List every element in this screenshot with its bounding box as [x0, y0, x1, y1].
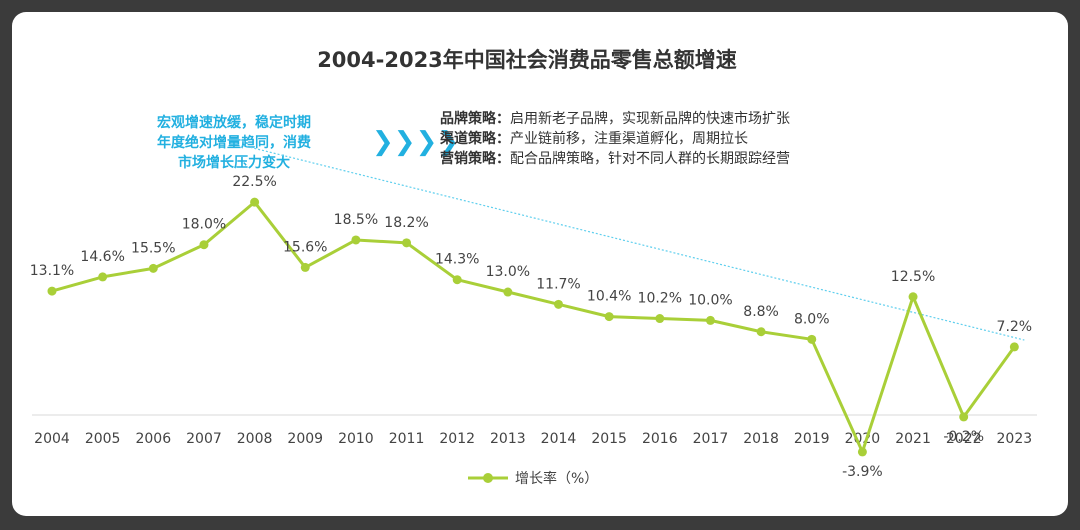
strategy-brand-text: 启用新老子品牌，实现新品牌的快速市场扩张: [510, 110, 790, 127]
x-tick-label: 2016: [642, 431, 678, 447]
x-tick-label: 2023: [997, 431, 1033, 447]
data-point: [503, 288, 512, 297]
legend-marker-icon: [483, 473, 493, 483]
x-tick-label: 2013: [490, 431, 526, 447]
data-label: 11.7%: [536, 276, 580, 292]
strategy-block: 品牌策略：启用新老子品牌，实现新品牌的快速市场扩张 渠道策略：产业链前移，注重渠…: [439, 110, 790, 167]
strategy-marketing: 营销策略：配合品牌策略，针对不同人群的长期跟踪经营: [440, 150, 790, 167]
data-point: [959, 412, 968, 421]
data-point: [757, 327, 766, 336]
x-tick-label: 2018: [743, 431, 779, 447]
strategy-brand: 品牌策略：启用新老子品牌，实现新品牌的快速市场扩张: [440, 110, 790, 127]
x-tick-label: 2015: [591, 431, 627, 447]
callout-line-2: 年度绝对增量趋同，消费: [157, 134, 311, 151]
chart-panel: 2004-2023年中国社会消费品零售总额增速 宏观增速放缓，稳定时期 年度绝对…: [12, 12, 1068, 516]
data-point: [149, 264, 158, 273]
data-label: 8.8%: [743, 304, 779, 320]
x-tick-label: 2020: [845, 431, 881, 447]
x-tick-label: 2007: [186, 431, 222, 447]
x-tick-label: 2011: [389, 431, 425, 447]
strategy-marketing-label: 营销策略：: [440, 150, 510, 167]
x-tick-label: 2014: [541, 431, 577, 447]
data-point: [909, 292, 918, 301]
data-point: [605, 312, 614, 321]
data-label: 10.0%: [688, 292, 732, 308]
x-tick-label: 2019: [794, 431, 830, 447]
data-label: 8.0%: [794, 311, 830, 327]
data-label: 18.5%: [334, 212, 378, 228]
series-line-group: [48, 198, 1019, 457]
data-point: [706, 316, 715, 325]
x-tick-label: 2017: [693, 431, 729, 447]
x-tick-label: 2009: [287, 431, 323, 447]
data-label: 10.2%: [638, 291, 682, 307]
data-label: -0.2%: [943, 429, 984, 445]
data-point: [453, 275, 462, 284]
data-label: -3.9%: [842, 464, 883, 480]
x-tick-label: 2010: [338, 431, 374, 447]
x-tick-label: 2012: [439, 431, 475, 447]
strategy-channel-label: 渠道策略：: [439, 130, 510, 147]
data-label: 14.3%: [435, 252, 479, 268]
x-tick-label: 2004: [34, 431, 70, 447]
callout-line-3: 市场增长压力变大: [178, 154, 290, 171]
data-label: 7.2%: [997, 319, 1033, 335]
data-point: [48, 287, 57, 296]
strategy-brand-label: 品牌策略：: [440, 110, 510, 127]
data-point: [858, 447, 867, 456]
data-label: 15.5%: [131, 240, 175, 256]
data-point: [351, 235, 360, 244]
data-label: 13.0%: [486, 264, 530, 280]
data-point: [807, 335, 816, 344]
chart-title: 2004-2023年中国社会消费品零售总额增速: [317, 48, 737, 72]
data-point: [98, 272, 107, 281]
data-point: [655, 314, 664, 323]
data-point: [402, 238, 411, 247]
strategy-channel-text: 产业链前移，注重渠道孵化，周期拉长: [510, 130, 748, 147]
data-label: 18.2%: [384, 215, 428, 231]
data-label: 13.1%: [30, 263, 74, 279]
data-point: [301, 263, 310, 272]
x-tick-label: 2005: [85, 431, 121, 447]
data-label: 12.5%: [891, 269, 935, 285]
callout-block: 宏观增速放缓，稳定时期 年度绝对增量趋同，消费 市场增长压力变大: [157, 114, 311, 171]
strategy-marketing-text: 配合品牌策略，针对不同人群的长期跟踪经营: [510, 150, 790, 167]
x-tick-label: 2006: [135, 431, 171, 447]
data-point: [554, 300, 563, 309]
data-point: [1010, 342, 1019, 351]
strategy-channel: 渠道策略：产业链前移，注重渠道孵化，周期拉长: [439, 130, 748, 147]
x-tick-label: 2021: [895, 431, 931, 447]
data-label: 10.4%: [587, 289, 631, 305]
x-tick-label: 2008: [237, 431, 273, 447]
data-label: 15.6%: [283, 239, 327, 255]
outer-frame: 2004-2023年中国社会消费品零售总额增速 宏观增速放缓，稳定时期 年度绝对…: [0, 0, 1080, 530]
legend: 增长率（%）: [468, 470, 598, 487]
chart-svg: 2004-2023年中国社会消费品零售总额增速 宏观增速放缓，稳定时期 年度绝对…: [12, 12, 1068, 516]
data-point: [250, 198, 259, 207]
series-line: [52, 202, 1014, 452]
data-label: 18.0%: [182, 217, 226, 233]
data-labels-group: 13.1% 14.6% 15.5% 18.0% 22.5% 15.6% 18.5% 18.2%…: [30, 174, 1032, 480]
data-label: 22.5%: [232, 174, 276, 190]
legend-label: 增长率（%）: [515, 470, 598, 487]
callout-line-1: 宏观增速放缓，稳定时期: [157, 114, 311, 131]
data-label: 14.6%: [80, 249, 124, 265]
data-point: [199, 240, 208, 249]
x-axis-ticks: 2004 2005 2006 2007 2008 2009 2010 2011 2012 2013…: [34, 431, 1032, 447]
